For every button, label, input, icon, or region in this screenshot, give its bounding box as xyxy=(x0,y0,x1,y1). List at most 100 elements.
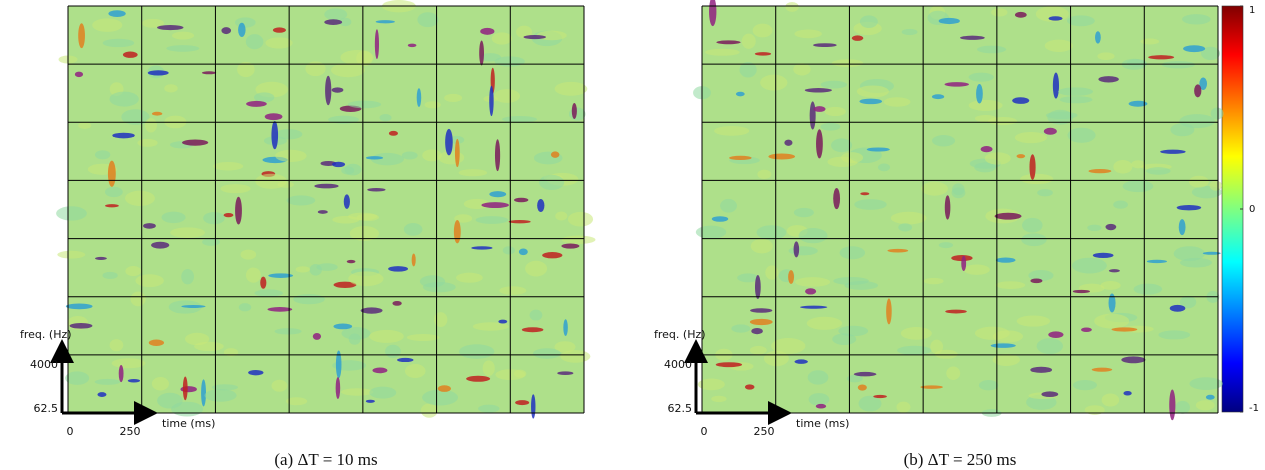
ripple xyxy=(939,242,953,248)
caption: (b) ΔT = 250 ms xyxy=(904,450,1017,469)
rf-blob xyxy=(1112,327,1138,331)
rf-blob xyxy=(108,161,116,187)
rf-blob xyxy=(816,129,823,158)
rf-blob xyxy=(97,392,106,397)
ripple xyxy=(348,271,383,286)
ripple xyxy=(840,246,865,259)
rf-blob xyxy=(1160,150,1185,154)
ripple xyxy=(1046,112,1078,119)
ripple xyxy=(533,348,561,359)
rf-blob xyxy=(495,139,500,171)
rf-blob xyxy=(976,84,983,103)
ripple xyxy=(254,92,274,102)
rf-blob xyxy=(814,106,826,112)
rf-blob xyxy=(438,385,451,392)
ripple xyxy=(305,61,325,76)
ripple xyxy=(854,199,886,210)
rf-blob xyxy=(314,184,338,189)
ripple xyxy=(157,393,183,409)
ripple xyxy=(808,370,829,384)
rf-blob xyxy=(1147,260,1167,263)
rf-blob xyxy=(1093,253,1114,258)
ripple xyxy=(254,289,283,296)
ripple xyxy=(202,238,220,246)
rf-blob xyxy=(366,156,383,159)
rf-blob xyxy=(852,35,864,41)
freq-tick-label: 62.5 xyxy=(668,402,693,415)
ripple xyxy=(832,59,863,67)
ripple xyxy=(1060,96,1093,103)
rf-blob xyxy=(750,308,772,313)
ripple xyxy=(1017,315,1050,326)
ripple xyxy=(825,107,846,116)
ripple xyxy=(964,264,990,274)
rf-blob xyxy=(332,87,344,92)
rf-blob xyxy=(750,319,773,325)
ripple xyxy=(764,351,789,366)
rf-blob xyxy=(224,213,234,217)
ripple xyxy=(1134,284,1163,295)
ripple xyxy=(1102,394,1120,407)
rf-blob xyxy=(108,10,125,17)
ripple xyxy=(137,139,157,147)
rf-blob xyxy=(867,147,890,151)
ripple xyxy=(344,164,361,176)
rf-blob xyxy=(736,92,745,97)
ripple xyxy=(902,29,918,35)
rf-blob xyxy=(271,121,278,149)
rf-blob xyxy=(572,103,577,119)
rf-blob xyxy=(325,76,331,105)
rf-blob xyxy=(1092,368,1113,372)
rf-blob xyxy=(480,28,494,35)
rf-blob xyxy=(221,27,231,34)
ripple xyxy=(757,225,787,240)
rf-blob xyxy=(716,362,742,367)
ripple xyxy=(1037,189,1053,196)
rf-blob xyxy=(1098,76,1118,82)
ripple xyxy=(935,350,958,359)
rf-blob xyxy=(1048,331,1063,338)
ripple xyxy=(293,294,325,304)
rf-blob xyxy=(1030,278,1042,283)
rf-blob xyxy=(522,327,544,332)
rf-blob xyxy=(833,188,840,209)
ripple xyxy=(1211,107,1224,119)
rf-blob xyxy=(813,43,837,47)
rf-blob xyxy=(854,372,876,377)
ripple xyxy=(235,17,256,27)
rf-blob xyxy=(716,40,740,44)
ripple xyxy=(402,151,418,159)
rf-blob xyxy=(367,188,385,191)
ripple xyxy=(456,273,483,283)
rf-blob xyxy=(996,257,1016,262)
ripple xyxy=(404,223,423,236)
ripple xyxy=(110,339,124,351)
ripple xyxy=(56,206,87,220)
ripple xyxy=(1140,38,1159,44)
rf-blob xyxy=(123,52,138,58)
ripple xyxy=(979,380,998,390)
ripple xyxy=(799,228,828,243)
ripple xyxy=(921,182,948,196)
rf-blob xyxy=(712,216,728,222)
ripple xyxy=(977,46,1006,54)
ripple xyxy=(162,212,186,223)
ripple xyxy=(555,212,567,221)
ripple xyxy=(539,175,564,190)
ripple xyxy=(860,15,878,28)
rf-blob xyxy=(324,19,342,25)
ripple xyxy=(1174,246,1205,261)
ripple xyxy=(750,346,767,355)
ripple xyxy=(1021,233,1046,246)
ripple xyxy=(969,100,1003,111)
rf-blob xyxy=(105,204,119,207)
ripple xyxy=(720,199,737,213)
ripple xyxy=(794,30,821,39)
ripple xyxy=(125,191,155,206)
time-tick-label: 0 xyxy=(67,425,74,438)
rf-blob xyxy=(542,252,562,258)
ripple xyxy=(785,2,799,12)
ripple xyxy=(459,169,487,176)
rf-blob xyxy=(751,328,763,334)
rf-blob xyxy=(945,195,951,219)
